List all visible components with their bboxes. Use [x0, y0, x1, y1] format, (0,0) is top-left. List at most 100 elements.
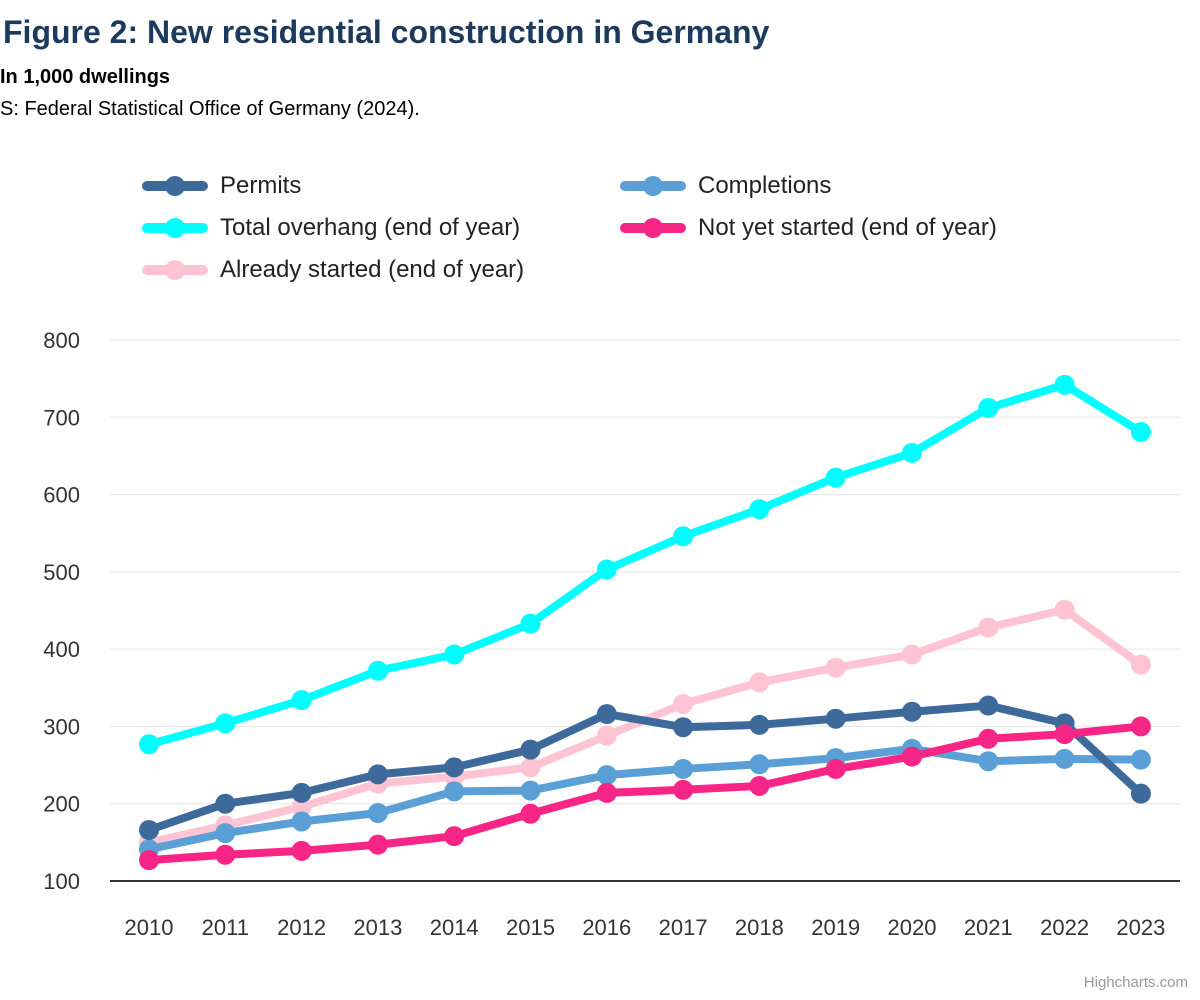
- data-point[interactable]: [749, 672, 770, 693]
- data-point[interactable]: [367, 802, 388, 823]
- data-point[interactable]: [215, 844, 236, 865]
- x-tick-label: 2019: [811, 915, 860, 940]
- data-point[interactable]: [1130, 783, 1151, 804]
- series-line: [145, 380, 1145, 749]
- x-tick-label: 2017: [659, 915, 708, 940]
- data-point[interactable]: [520, 739, 541, 760]
- data-point[interactable]: [1054, 374, 1075, 395]
- data-point[interactable]: [673, 779, 694, 800]
- x-tick-label: 2023: [1116, 915, 1165, 940]
- data-point[interactable]: [367, 660, 388, 681]
- data-point[interactable]: [444, 644, 465, 665]
- data-point[interactable]: [825, 758, 846, 779]
- data-point[interactable]: [1054, 724, 1075, 745]
- data-point[interactable]: [978, 695, 999, 716]
- data-point[interactable]: [749, 754, 770, 775]
- legend-symbol-icon: [140, 258, 210, 282]
- data-point[interactable]: [520, 757, 541, 778]
- y-tick-label: 100: [43, 869, 80, 894]
- legend-item-permits[interactable]: Permits: [140, 172, 301, 200]
- data-point[interactable]: [215, 713, 236, 734]
- data-point[interactable]: [596, 725, 617, 746]
- data-point[interactable]: [139, 819, 159, 840]
- legend-item-not-yet-started[interactable]: Not yet started (end of year): [618, 214, 997, 242]
- data-point[interactable]: [1130, 654, 1151, 675]
- y-tick-label: 500: [43, 560, 80, 585]
- data-point[interactable]: [978, 751, 999, 772]
- data-point[interactable]: [1130, 716, 1151, 737]
- data-point[interactable]: [1130, 749, 1151, 770]
- data-point[interactable]: [673, 526, 694, 547]
- data-point[interactable]: [215, 823, 236, 844]
- data-point[interactable]: [139, 734, 159, 755]
- x-tick-label: 2020: [888, 915, 937, 940]
- data-point[interactable]: [825, 657, 846, 678]
- legend-symbol-icon: [618, 216, 688, 240]
- series-line: [145, 744, 1145, 854]
- series-total-overhang-end-of-year: [139, 374, 1151, 755]
- data-point[interactable]: [902, 442, 922, 463]
- data-point[interactable]: [1130, 421, 1151, 442]
- data-point[interactable]: [596, 782, 617, 803]
- data-point[interactable]: [291, 811, 312, 832]
- legend-label: Completions: [698, 172, 832, 199]
- data-point[interactable]: [444, 781, 465, 802]
- highcharts-credit[interactable]: Highcharts.com: [1083, 974, 1188, 991]
- data-point[interactable]: [825, 467, 846, 488]
- y-tick-label: 600: [43, 483, 80, 508]
- data-point[interactable]: [902, 701, 922, 722]
- x-tick-label: 2016: [582, 915, 631, 940]
- y-tick-label: 800: [43, 328, 80, 353]
- data-point[interactable]: [978, 728, 999, 749]
- data-point[interactable]: [291, 840, 312, 861]
- legend-label: Permits: [220, 172, 302, 199]
- grid-lines: [110, 339, 1180, 805]
- data-point[interactable]: [825, 708, 846, 729]
- chart-source: S: Federal Statistical Office of Germany…: [0, 98, 420, 120]
- data-point[interactable]: [749, 775, 770, 796]
- legend-symbol-icon: [140, 216, 210, 240]
- data-point[interactable]: [978, 398, 999, 419]
- y-axis: 100 200 300 400 500 600 700 800: [43, 328, 80, 894]
- y-tick-label: 700: [43, 405, 80, 430]
- data-point[interactable]: [673, 717, 694, 738]
- data-point[interactable]: [444, 757, 465, 778]
- data-point[interactable]: [291, 690, 312, 711]
- data-point[interactable]: [520, 780, 541, 801]
- data-point[interactable]: [596, 559, 617, 580]
- y-tick-label: 400: [43, 637, 80, 662]
- data-point[interactable]: [520, 803, 541, 824]
- data-point[interactable]: [215, 793, 236, 814]
- data-point[interactable]: [902, 644, 922, 665]
- legend-item-already-started[interactable]: Already started (end of year): [140, 256, 524, 284]
- data-point[interactable]: [291, 782, 312, 803]
- data-point[interactable]: [673, 694, 694, 715]
- data-point[interactable]: [673, 758, 694, 779]
- chart-subtitle: In 1,000 dwellings: [0, 66, 171, 88]
- x-axis: 2010 2011 2012 2013 2014 2015 2016 2017 2018 2019…: [110, 880, 1180, 940]
- data-point[interactable]: [596, 765, 617, 786]
- x-tick-label: 2022: [1040, 915, 1089, 940]
- data-point[interactable]: [1054, 599, 1075, 620]
- data-point[interactable]: [902, 746, 922, 767]
- series-completions: [139, 738, 1151, 860]
- data-point[interactable]: [367, 834, 388, 855]
- data-point[interactable]: [978, 617, 999, 638]
- x-tick-label: 2018: [735, 915, 784, 940]
- data-point[interactable]: [749, 714, 770, 735]
- data-point[interactable]: [291, 796, 312, 817]
- data-point[interactable]: [444, 826, 465, 847]
- legend-item-total-overhang[interactable]: Total overhang (end of year): [140, 214, 520, 242]
- series-line: [145, 722, 1145, 865]
- data-point[interactable]: [139, 850, 159, 871]
- x-tick-label: 2015: [506, 915, 555, 940]
- series-not-yet-started-end-of-year: [139, 716, 1151, 871]
- data-point[interactable]: [749, 499, 770, 520]
- data-point[interactable]: [367, 764, 388, 785]
- data-point[interactable]: [596, 704, 617, 725]
- y-tick-label: 300: [43, 714, 80, 739]
- data-point[interactable]: [520, 613, 541, 634]
- data-point[interactable]: [1054, 748, 1075, 769]
- legend-item-completions[interactable]: Completions: [618, 172, 831, 200]
